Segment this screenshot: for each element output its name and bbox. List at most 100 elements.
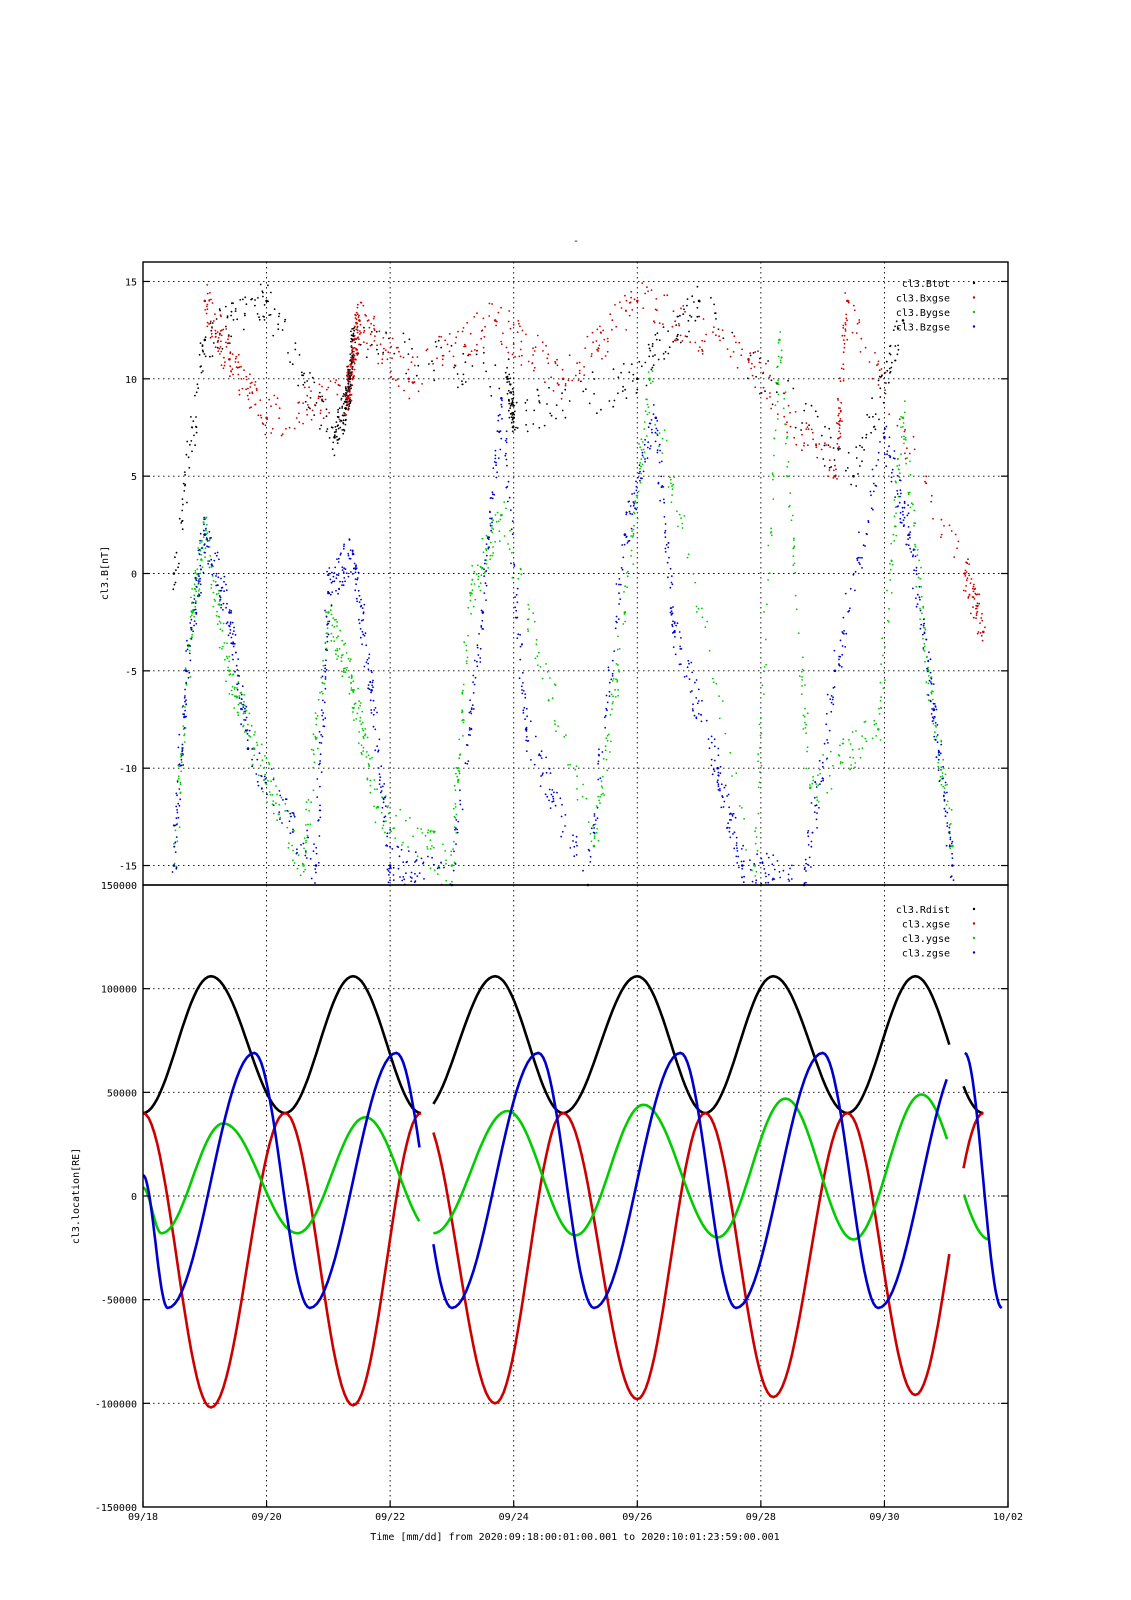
data-point (221, 645, 224, 648)
data-point (932, 722, 935, 725)
data-point (803, 715, 806, 718)
data-point (174, 841, 177, 844)
data-point (347, 406, 350, 408)
data-point (844, 592, 847, 595)
data-point (844, 646, 847, 648)
data-point (354, 589, 357, 592)
data-point (379, 776, 382, 779)
data-point (635, 494, 638, 497)
data-point (302, 402, 304, 404)
data-point (752, 352, 755, 354)
data-point (761, 862, 764, 865)
data-point (282, 799, 284, 801)
data-point (560, 835, 563, 838)
data-point (577, 379, 580, 381)
data-point (747, 358, 750, 361)
data-point (405, 372, 408, 375)
data-point (199, 577, 202, 580)
data-point (590, 827, 593, 830)
data-point (622, 623, 625, 625)
data-point (600, 793, 603, 796)
data-point (877, 451, 880, 454)
data-point (228, 660, 231, 663)
data-point (751, 880, 754, 883)
data-point (384, 796, 386, 799)
data-point (597, 778, 600, 781)
data-point (701, 699, 703, 702)
data-point (348, 377, 352, 381)
data-point (839, 436, 842, 438)
data-point (689, 341, 692, 343)
data-point (314, 864, 318, 867)
data-point (325, 659, 327, 662)
data-point (869, 490, 872, 493)
data-point (623, 611, 627, 614)
data-point (409, 876, 412, 878)
data-point (816, 415, 819, 418)
data-point (348, 692, 351, 695)
data-point (175, 551, 178, 554)
data-point (219, 314, 222, 317)
data-point (434, 341, 437, 343)
data-point (510, 391, 512, 393)
data-point (982, 630, 985, 634)
data-point (665, 543, 668, 546)
data-point (371, 756, 373, 759)
data-point (310, 801, 313, 804)
data-point (660, 460, 663, 463)
data-point (329, 380, 332, 382)
data-point (903, 438, 905, 441)
data-point (934, 724, 937, 727)
data-point (611, 672, 614, 675)
data-point (307, 799, 310, 801)
data-point (720, 806, 723, 809)
data-point (362, 735, 365, 738)
data-point (607, 666, 610, 669)
data-point (658, 445, 660, 448)
data-point (425, 349, 428, 352)
data-point (870, 494, 872, 497)
data-point (651, 343, 654, 345)
data-point (232, 302, 235, 304)
data-point (795, 608, 798, 611)
data-point (402, 332, 405, 335)
data-point (718, 717, 721, 720)
data-point (194, 602, 197, 604)
data-point (515, 426, 517, 429)
data-point (697, 688, 700, 691)
data-point (292, 812, 295, 815)
data-point (658, 461, 661, 464)
data-point (349, 394, 352, 396)
data-point (894, 359, 897, 362)
data-point (791, 514, 794, 517)
data-point (379, 343, 382, 346)
data-point (553, 719, 556, 722)
data-point (461, 709, 463, 712)
data-point (672, 310, 675, 313)
data-point (278, 315, 280, 318)
data-point (939, 776, 942, 778)
data-point (271, 794, 274, 796)
data-point (773, 454, 775, 457)
data-point (658, 322, 661, 325)
data-point (890, 592, 893, 594)
data-point (575, 835, 578, 838)
data-point (872, 415, 874, 418)
data-point (652, 413, 655, 416)
data-point (336, 558, 338, 560)
data-point (625, 513, 628, 516)
data-point (713, 759, 716, 762)
data-point (806, 712, 809, 715)
data-point (455, 767, 458, 769)
data-point (888, 413, 891, 416)
data-point (665, 439, 668, 442)
data-point (915, 597, 917, 600)
data-point (245, 705, 248, 708)
data-point (620, 567, 623, 569)
data-point (606, 337, 609, 340)
data-point (296, 851, 298, 854)
data-point (893, 525, 896, 528)
data-point (383, 347, 385, 350)
data-point (918, 559, 921, 562)
data-point (336, 636, 338, 639)
